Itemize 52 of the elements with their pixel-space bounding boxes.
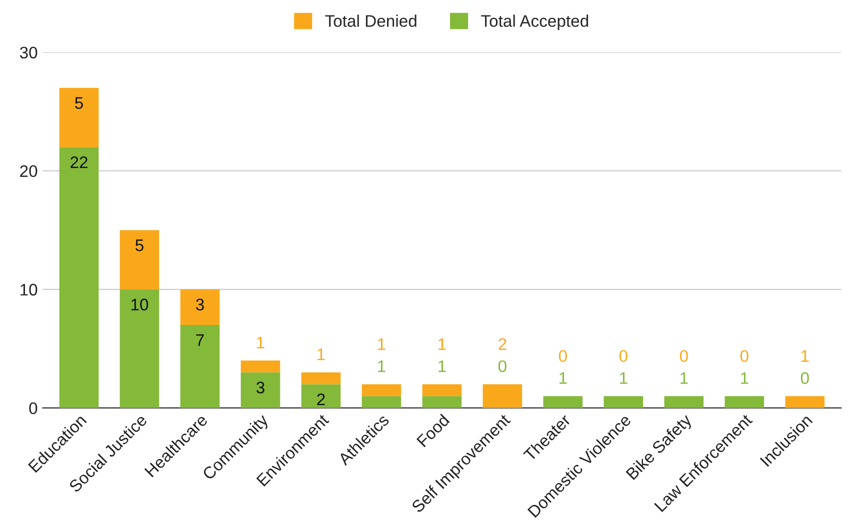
bar bbox=[422, 384, 462, 396]
y-tick-label: 0 bbox=[29, 402, 38, 414]
data-label: 1 bbox=[438, 360, 446, 372]
bar bbox=[422, 396, 462, 408]
data-label: 0 bbox=[558, 350, 567, 362]
bar bbox=[362, 384, 402, 396]
legend-label: Total Accepted bbox=[481, 14, 588, 30]
bar bbox=[604, 396, 644, 408]
y-tick-label: 10 bbox=[20, 284, 38, 296]
data-label: 1 bbox=[378, 338, 386, 350]
data-label: 2 bbox=[317, 393, 325, 406]
bar bbox=[543, 396, 583, 408]
data-label: 10 bbox=[131, 298, 148, 310]
bar bbox=[180, 324, 220, 408]
bar bbox=[59, 147, 99, 408]
data-label: 2 bbox=[498, 338, 506, 350]
data-label: 22 bbox=[70, 156, 88, 168]
bar bbox=[301, 384, 341, 408]
bar bbox=[120, 230, 160, 290]
bar bbox=[120, 289, 160, 408]
bar bbox=[59, 88, 99, 148]
bar bbox=[664, 396, 704, 408]
data-label: 1 bbox=[802, 350, 809, 362]
data-label: 0 bbox=[800, 372, 809, 384]
data-label: 5 bbox=[75, 97, 83, 109]
bar bbox=[180, 289, 220, 325]
bar bbox=[482, 384, 522, 408]
bar bbox=[785, 396, 825, 408]
data-label: 1 bbox=[438, 338, 446, 350]
data-label: 5 bbox=[136, 240, 144, 252]
bar bbox=[362, 396, 402, 408]
data-label: 1 bbox=[741, 372, 748, 384]
data-label: 3 bbox=[256, 382, 264, 394]
data-label: 7 bbox=[196, 334, 204, 346]
data-label: 0 bbox=[498, 360, 506, 372]
y-tick-label: 20 bbox=[20, 165, 38, 178]
data-label: 1 bbox=[318, 348, 325, 360]
bar bbox=[240, 372, 280, 408]
data-label: 1 bbox=[620, 372, 628, 384]
data-label: 0 bbox=[740, 350, 748, 362]
bar bbox=[724, 396, 764, 408]
bar bbox=[240, 360, 280, 372]
data-label: 3 bbox=[196, 298, 204, 310]
y-tick-label: 30 bbox=[20, 46, 38, 59]
data-label: 1 bbox=[680, 372, 688, 384]
data-label: 0 bbox=[619, 350, 628, 362]
data-label: 1 bbox=[257, 336, 264, 348]
bar bbox=[301, 372, 341, 384]
data-label: 0 bbox=[680, 350, 688, 362]
data-label: 1 bbox=[560, 372, 567, 384]
data-label: 1 bbox=[378, 360, 386, 372]
legend-label: Total Denied bbox=[325, 14, 416, 27]
